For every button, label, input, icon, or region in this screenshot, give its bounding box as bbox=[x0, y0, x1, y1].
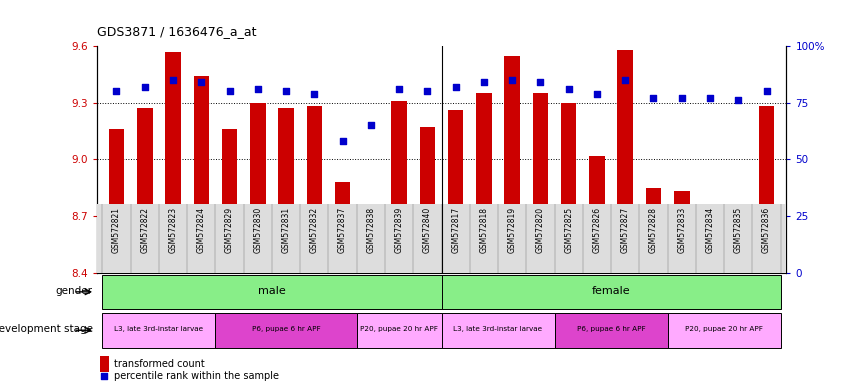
Point bbox=[138, 84, 151, 90]
Text: GSM572820: GSM572820 bbox=[536, 207, 545, 253]
Text: GSM572839: GSM572839 bbox=[394, 207, 404, 253]
Text: gender: gender bbox=[56, 286, 93, 296]
Bar bbox=[357, 313, 442, 348]
Bar bbox=[759, 106, 775, 273]
Bar bbox=[137, 108, 152, 273]
Text: GSM572825: GSM572825 bbox=[564, 207, 574, 253]
Bar bbox=[250, 103, 266, 273]
Text: GSM572827: GSM572827 bbox=[621, 207, 630, 253]
Bar bbox=[702, 212, 718, 273]
Text: P20, pupae 20 hr APF: P20, pupae 20 hr APF bbox=[685, 326, 763, 333]
Text: P6, pupae 6 hr APF: P6, pupae 6 hr APF bbox=[251, 326, 320, 333]
Point bbox=[562, 86, 575, 92]
Point bbox=[647, 95, 660, 101]
Point bbox=[759, 88, 773, 94]
Bar bbox=[448, 110, 463, 273]
Bar bbox=[505, 56, 520, 273]
Bar bbox=[590, 156, 605, 273]
Point bbox=[534, 79, 547, 85]
Point bbox=[505, 77, 519, 83]
Text: GSM572823: GSM572823 bbox=[168, 207, 177, 253]
Text: L3, late 3rd-instar larvae: L3, late 3rd-instar larvae bbox=[114, 326, 204, 333]
Bar bbox=[307, 106, 322, 273]
Text: GSM572834: GSM572834 bbox=[706, 207, 715, 253]
Text: GSM572840: GSM572840 bbox=[423, 207, 432, 253]
Bar bbox=[278, 108, 294, 273]
Point bbox=[675, 95, 689, 101]
Point bbox=[279, 88, 293, 94]
Text: GSM572831: GSM572831 bbox=[282, 207, 291, 253]
Bar bbox=[731, 220, 746, 273]
Text: transformed count: transformed count bbox=[114, 359, 204, 369]
Point bbox=[223, 88, 236, 94]
Point bbox=[504, 320, 517, 326]
Bar bbox=[420, 127, 435, 273]
Point bbox=[251, 86, 265, 92]
Text: percentile rank within the sample: percentile rank within the sample bbox=[114, 371, 279, 381]
Point bbox=[449, 84, 463, 90]
Bar bbox=[108, 129, 124, 273]
Bar bbox=[222, 129, 237, 273]
Bar bbox=[668, 313, 780, 348]
Point bbox=[732, 98, 745, 104]
Text: GSM572819: GSM572819 bbox=[508, 207, 516, 253]
Text: GSM572837: GSM572837 bbox=[338, 207, 347, 253]
Point bbox=[477, 79, 490, 85]
Point bbox=[364, 122, 378, 128]
Bar bbox=[532, 93, 548, 273]
Text: GDS3871 / 1636476_a_at: GDS3871 / 1636476_a_at bbox=[97, 25, 257, 38]
Bar bbox=[442, 313, 554, 348]
Bar bbox=[103, 313, 215, 348]
Text: GSM572835: GSM572835 bbox=[734, 207, 743, 253]
Bar bbox=[363, 220, 378, 273]
Text: GSM572818: GSM572818 bbox=[479, 207, 489, 253]
Point bbox=[336, 138, 349, 144]
Text: GSM572833: GSM572833 bbox=[677, 207, 686, 253]
Text: L3, late 3rd-instar larvae: L3, late 3rd-instar larvae bbox=[453, 326, 542, 333]
Bar bbox=[617, 50, 633, 273]
Point bbox=[703, 95, 717, 101]
Bar bbox=[215, 313, 357, 348]
Text: GSM572838: GSM572838 bbox=[367, 207, 375, 253]
Point bbox=[308, 91, 321, 97]
Text: female: female bbox=[592, 286, 631, 296]
Bar bbox=[103, 275, 442, 309]
Bar bbox=[646, 188, 661, 273]
Point bbox=[393, 86, 406, 92]
Bar bbox=[561, 103, 576, 273]
Text: development stage: development stage bbox=[0, 324, 93, 334]
Text: P20, pupae 20 hr APF: P20, pupae 20 hr APF bbox=[360, 326, 438, 333]
Bar bbox=[442, 275, 780, 309]
Point bbox=[590, 91, 604, 97]
Bar bbox=[100, 356, 109, 372]
Text: GSM572828: GSM572828 bbox=[649, 207, 658, 253]
Text: GSM572829: GSM572829 bbox=[225, 207, 234, 253]
Text: P6, pupae 6 hr APF: P6, pupae 6 hr APF bbox=[577, 326, 645, 333]
Bar bbox=[165, 52, 181, 273]
Text: male: male bbox=[258, 286, 286, 296]
Point bbox=[420, 88, 434, 94]
Text: GSM572824: GSM572824 bbox=[197, 207, 206, 253]
Point bbox=[194, 79, 208, 85]
Bar bbox=[97, 204, 786, 273]
Text: GSM572826: GSM572826 bbox=[592, 207, 601, 253]
Bar bbox=[193, 76, 209, 273]
Bar bbox=[335, 182, 351, 273]
Point bbox=[167, 77, 180, 83]
Bar bbox=[674, 192, 690, 273]
Text: GSM572836: GSM572836 bbox=[762, 207, 771, 253]
Point bbox=[618, 77, 632, 83]
Point bbox=[110, 88, 124, 94]
Text: GSM572821: GSM572821 bbox=[112, 207, 121, 253]
Text: GSM572830: GSM572830 bbox=[253, 207, 262, 253]
Text: GSM572832: GSM572832 bbox=[309, 207, 319, 253]
Bar bbox=[476, 93, 492, 273]
Text: GSM572822: GSM572822 bbox=[140, 207, 149, 253]
Bar bbox=[554, 313, 668, 348]
Text: GSM572817: GSM572817 bbox=[451, 207, 460, 253]
Bar bbox=[391, 101, 407, 273]
